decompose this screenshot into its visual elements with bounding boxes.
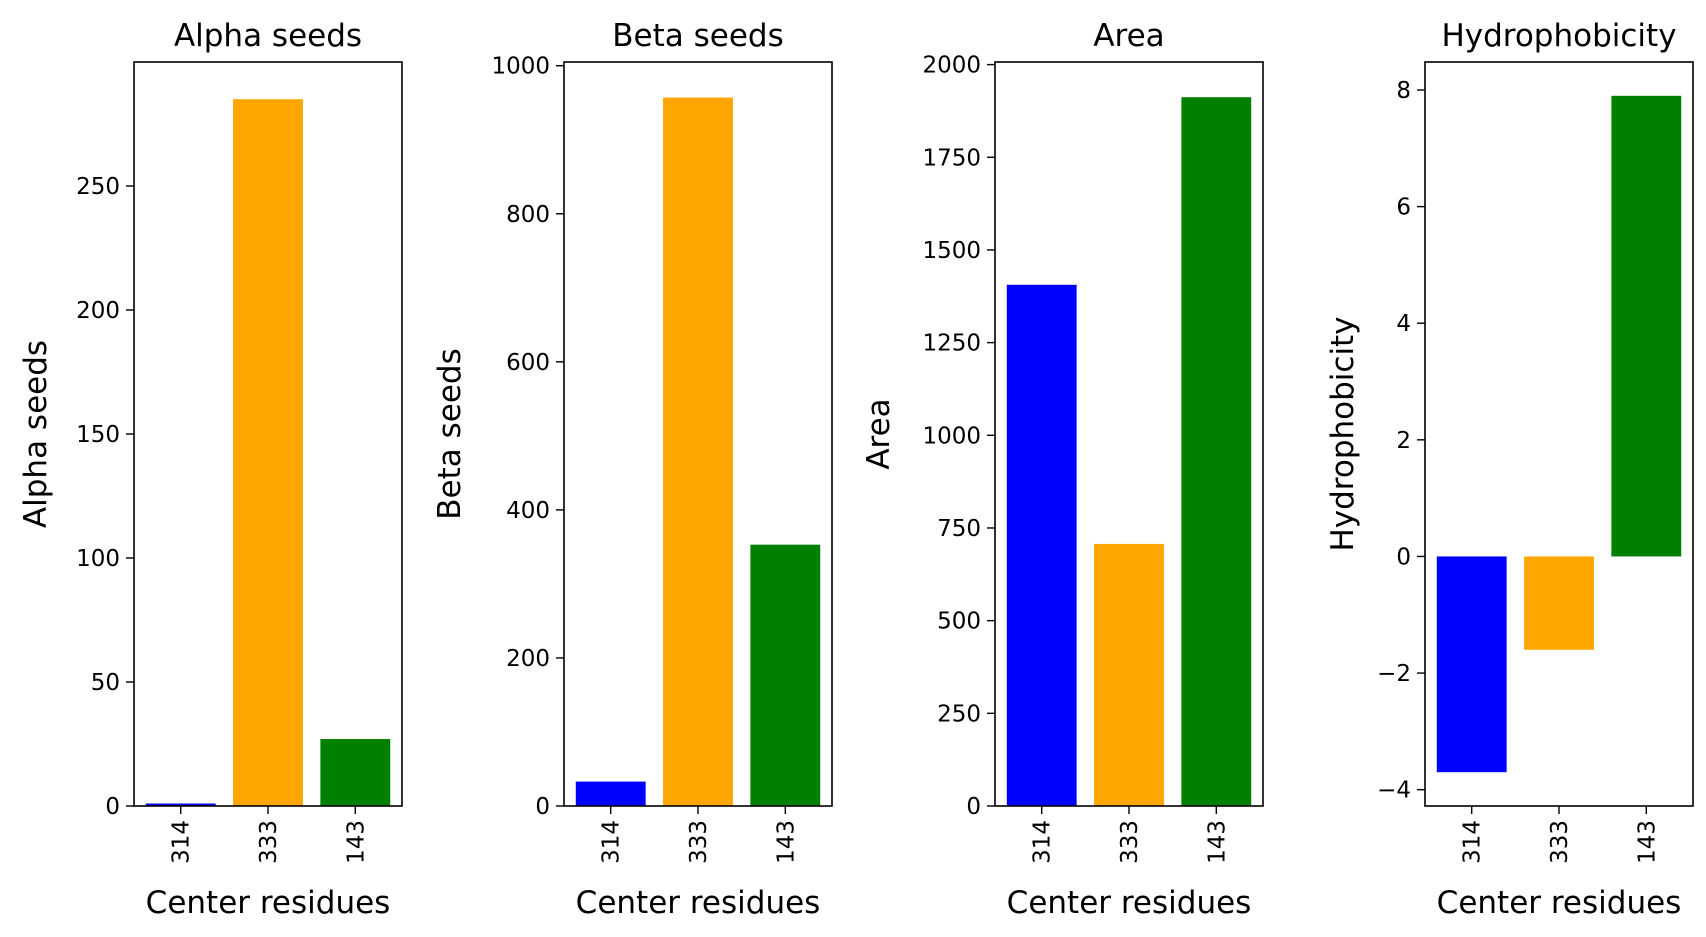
y-tick-label: 1500	[922, 238, 981, 264]
y-axis-label: Beta seeds	[432, 348, 468, 519]
y-tick-label: 150	[76, 422, 120, 448]
y-tick-label: 200	[506, 646, 550, 672]
y-tick-label: −4	[1377, 778, 1411, 804]
bar-143	[320, 739, 391, 806]
y-tick-label: 50	[91, 670, 120, 696]
y-tick-label: 800	[506, 202, 550, 228]
x-tick-label: 333	[1547, 820, 1573, 864]
chart-title: Beta seeds	[612, 18, 783, 54]
y-tick-label: 1000	[491, 54, 550, 80]
x-tick-label: 143	[1204, 820, 1230, 864]
chart-title: Alpha seeds	[174, 18, 362, 54]
y-axis-label: Hydrophobicity	[1325, 316, 1361, 551]
x-axis-label: Center residues	[1437, 885, 1682, 921]
bar-314	[1006, 284, 1077, 806]
y-tick-label: 2	[1396, 428, 1411, 454]
y-tick-label: 0	[1396, 544, 1411, 570]
chart-panel-1: 0 50 100 150 200 250 314 333 143 Alpha seeds Cente…	[18, 18, 403, 921]
chart-panel-2: 0 200 400 600 800 1000 314 333 143 Beta seeds Cent…	[432, 18, 833, 921]
bar-314	[145, 803, 216, 806]
y-tick-label: 200	[76, 298, 120, 324]
y-tick-label: 500	[937, 609, 981, 635]
x-axis-label: Center residues	[146, 885, 391, 921]
chart-panel-3: 0 250 500 750 1000 1250 1500 1750 2000 314 333 143 A…	[861, 18, 1264, 921]
chart-panel-4: −4 −2 0 2 4 6 8 314 333 143 Hydrophobicity Center r…	[1325, 18, 1694, 921]
x-tick-label: 314	[1030, 820, 1056, 864]
y-tick-label: −2	[1377, 661, 1411, 687]
bar-333	[663, 97, 733, 806]
x-tick-label: 143	[1634, 820, 1660, 864]
y-tick-label: 4	[1396, 311, 1411, 337]
bar-333	[1524, 556, 1594, 650]
x-tick-label: 333	[686, 820, 712, 864]
y-tick-label: 1250	[922, 331, 981, 357]
y-tick-label: 1750	[922, 145, 981, 171]
x-tick-label: 314	[1460, 820, 1486, 864]
y-axis-label: Alpha seeds	[18, 340, 54, 528]
y-tick-label: 0	[966, 794, 981, 820]
bar-143	[1181, 97, 1252, 807]
y-tick-label: 750	[937, 516, 981, 542]
x-tick-label: 333	[256, 820, 282, 864]
y-tick-label: 250	[937, 701, 981, 727]
y-tick-label: 0	[105, 794, 120, 820]
y-tick-label: 6	[1396, 195, 1411, 221]
y-tick-label: 2000	[922, 53, 981, 79]
y-tick-label: 8	[1396, 78, 1411, 104]
bar-333	[233, 99, 303, 806]
x-tick-label: 143	[343, 820, 369, 864]
bar-314	[1436, 556, 1507, 773]
x-tick-label: 314	[599, 820, 625, 864]
bar-333	[1094, 543, 1164, 806]
chart-title: Area	[1093, 18, 1164, 54]
chart-title: Hydrophobicity	[1441, 18, 1676, 54]
y-tick-label: 400	[506, 498, 550, 524]
y-axis-label: Area	[861, 398, 897, 469]
x-axis-label: Center residues	[1007, 885, 1252, 921]
x-tick-label: 143	[773, 820, 799, 864]
bar-143	[1611, 95, 1682, 557]
y-tick-label: 600	[506, 350, 550, 376]
bar-314	[575, 781, 646, 806]
y-tick-label: 250	[76, 174, 120, 200]
y-tick-label: 100	[76, 546, 120, 572]
y-tick-label: 0	[535, 794, 550, 820]
x-tick-label: 333	[1117, 820, 1143, 864]
x-axis-label: Center residues	[576, 885, 821, 921]
x-tick-label: 314	[169, 820, 195, 864]
y-tick-label: 1000	[922, 423, 981, 449]
bar-143	[750, 544, 821, 806]
